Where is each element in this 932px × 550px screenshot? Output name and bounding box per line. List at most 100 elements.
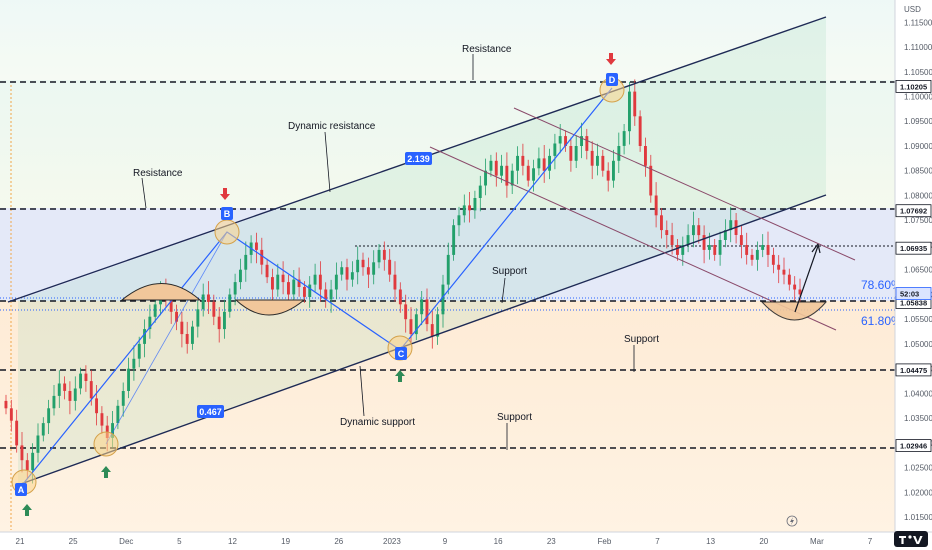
candle-body xyxy=(622,131,626,146)
horizontal-levels xyxy=(0,81,895,449)
candle-body xyxy=(484,170,487,186)
y-tick-label: 1.09500 xyxy=(904,117,932,126)
candle-body xyxy=(318,274,322,290)
candle-body xyxy=(95,398,98,414)
y-tick-label: 1.11000 xyxy=(904,43,932,52)
annotation-support-mid: Support xyxy=(492,266,527,277)
candle-body xyxy=(723,230,727,240)
candle-body xyxy=(223,311,226,330)
candle-body xyxy=(111,423,114,438)
candle-body xyxy=(308,284,312,297)
time-axis[interactable] xyxy=(0,532,932,550)
candle-body xyxy=(441,284,445,315)
candle-body xyxy=(414,314,418,335)
candle-body xyxy=(580,136,583,146)
point-a-label: A xyxy=(18,485,25,495)
x-tick-label: 12 xyxy=(228,537,237,546)
y-tick-label: 1.09000 xyxy=(904,142,932,151)
y-tick-label: 1.07500 xyxy=(904,216,932,225)
candle-body xyxy=(638,116,642,146)
candle-body xyxy=(692,225,695,236)
y-tick-label: 1.05000 xyxy=(904,340,932,349)
x-ticks: 21 25 Dec 5 12 19 26 2023 9 16 23 Feb 7 13 20 Mar 7 xyxy=(16,537,873,546)
projection-arrowhead-icon xyxy=(811,243,821,254)
currency-label: USD xyxy=(904,5,921,14)
candle-body xyxy=(649,165,653,196)
price-tag: 1.04475 xyxy=(895,363,932,377)
price-tags: 1.10205 1.07692 1.06935 1.05838 1.04475 1.029… xyxy=(895,80,932,453)
candle-body xyxy=(558,136,562,144)
y-tick-label: 1.02000 xyxy=(904,488,932,497)
candle-body xyxy=(148,316,152,330)
candle-body xyxy=(127,368,130,391)
annotation-dynamic-resistance: Dynamic resistance xyxy=(288,121,376,132)
candle-body xyxy=(382,249,386,260)
point-d[interactable]: D xyxy=(606,73,618,86)
price-tag-label: 1.05838 xyxy=(900,299,927,308)
point-b[interactable]: B xyxy=(221,207,233,220)
candle-body xyxy=(265,264,269,278)
price-tag-label: 1.02946 xyxy=(900,442,927,451)
candle-body xyxy=(686,235,690,245)
x-tick-label: 26 xyxy=(334,537,343,546)
candle-body xyxy=(569,146,573,161)
candle-body xyxy=(137,343,141,359)
measurement-box-1[interactable]: 0.467 xyxy=(197,405,224,418)
candle-body xyxy=(787,274,791,285)
x-tick-label: 7 xyxy=(655,537,660,546)
point-d-label: D xyxy=(609,75,616,85)
price-tag-label: 1.06935 xyxy=(900,244,927,253)
annotation-resistance-top: Resistance xyxy=(462,44,512,55)
candle-body xyxy=(233,282,237,295)
candle-body xyxy=(793,284,797,290)
x-tick-label: Dec xyxy=(119,537,133,546)
candle-body xyxy=(542,158,546,171)
candle-body xyxy=(57,383,61,396)
measurement-box-2[interactable]: 2.139 xyxy=(405,152,432,165)
candle-body xyxy=(526,165,530,181)
point-a[interactable]: A xyxy=(15,483,27,496)
candle-body xyxy=(516,155,519,171)
candles xyxy=(4,79,802,484)
candle-body xyxy=(79,373,82,389)
candle-body xyxy=(303,287,306,297)
candle-body xyxy=(388,259,392,275)
candle-body xyxy=(633,91,637,117)
candle-body xyxy=(36,435,40,453)
candle-body xyxy=(553,143,557,156)
point-c-label: C xyxy=(398,349,405,359)
candle-body xyxy=(644,146,647,166)
candle-body xyxy=(191,326,194,344)
lightning-icon[interactable] xyxy=(786,515,798,527)
y-tick-label: 1.08500 xyxy=(904,167,932,176)
candle-body xyxy=(271,277,274,290)
point-c[interactable]: C xyxy=(395,347,407,360)
x-tick-label: 23 xyxy=(547,537,556,546)
zone-upper xyxy=(0,80,895,208)
candle-body xyxy=(564,136,567,146)
candle-body xyxy=(676,245,679,255)
candle-body xyxy=(116,405,120,424)
candle-body xyxy=(606,170,610,181)
descending-channel-bottom xyxy=(429,146,837,331)
curve-support-2 xyxy=(234,299,306,316)
candle-body xyxy=(201,294,205,310)
candle-body xyxy=(473,198,477,211)
circle-a2 xyxy=(93,431,119,457)
candle-body xyxy=(596,155,599,166)
candle-body xyxy=(324,289,328,300)
candle-body xyxy=(457,215,461,226)
candle-body xyxy=(281,274,285,283)
candle-body xyxy=(398,289,402,305)
candle-body xyxy=(739,235,743,245)
curve-support-1 xyxy=(120,283,202,301)
candle-body xyxy=(532,168,535,181)
x-tick-label: 16 xyxy=(494,537,503,546)
y-tick-label: 1.01500 xyxy=(904,513,932,522)
x-tick-label: 2023 xyxy=(383,537,401,546)
zone-top xyxy=(0,0,895,80)
candle-body xyxy=(52,395,56,409)
candle-body xyxy=(548,155,551,171)
candle-body xyxy=(212,301,216,317)
